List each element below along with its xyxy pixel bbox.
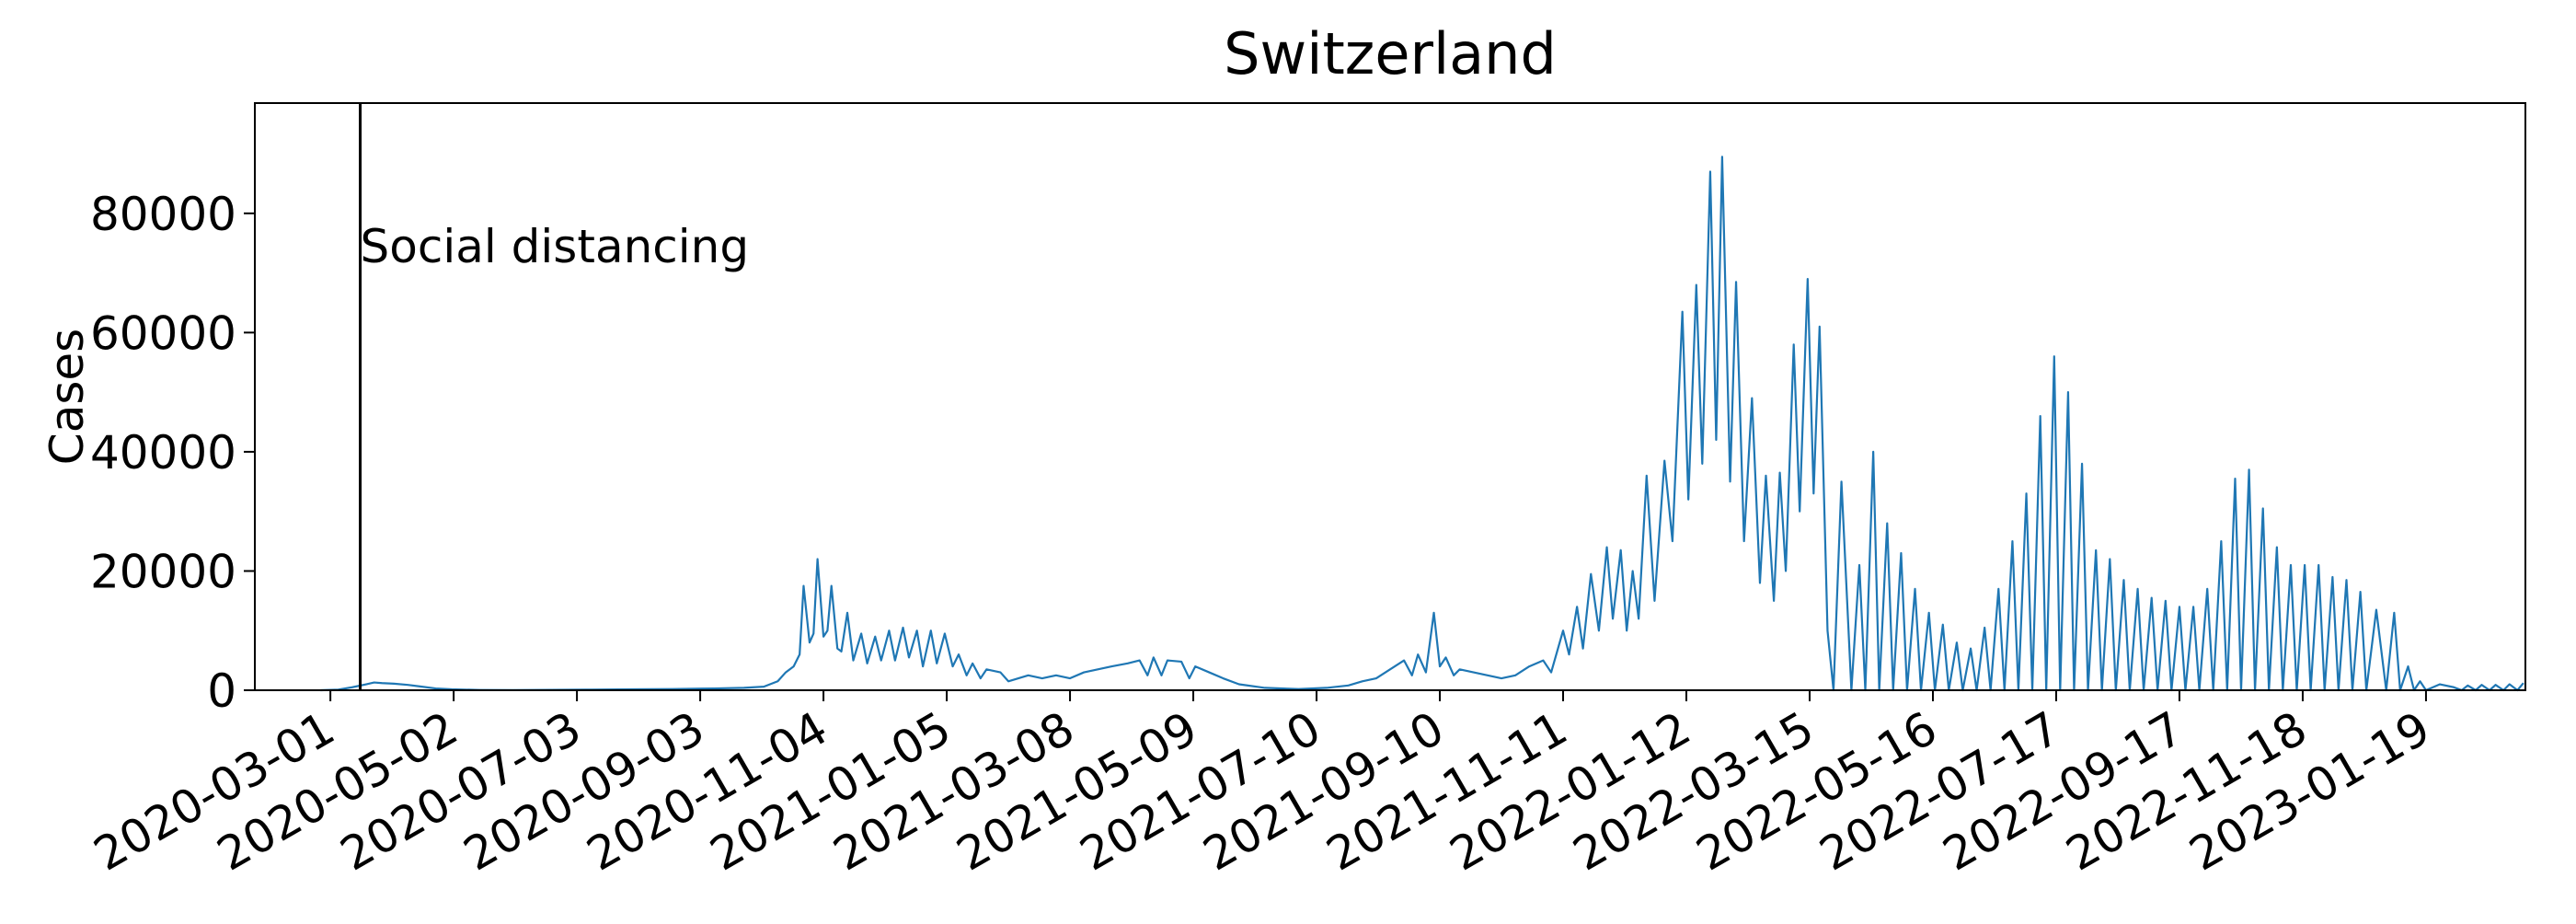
y-axis-label: Cases [40,329,94,465]
annotation-text: Social distancing [361,220,750,273]
data-line [320,156,2524,692]
y-tick-label: 20000 [90,545,236,598]
y-tick-label: 60000 [90,306,236,360]
y-tick-label: 0 [207,664,236,718]
chart-title: Switzerland [1224,20,1557,87]
plot-frame [254,102,2526,691]
y-tick-label: 40000 [90,426,236,479]
y-tick-label: 80000 [90,188,236,241]
